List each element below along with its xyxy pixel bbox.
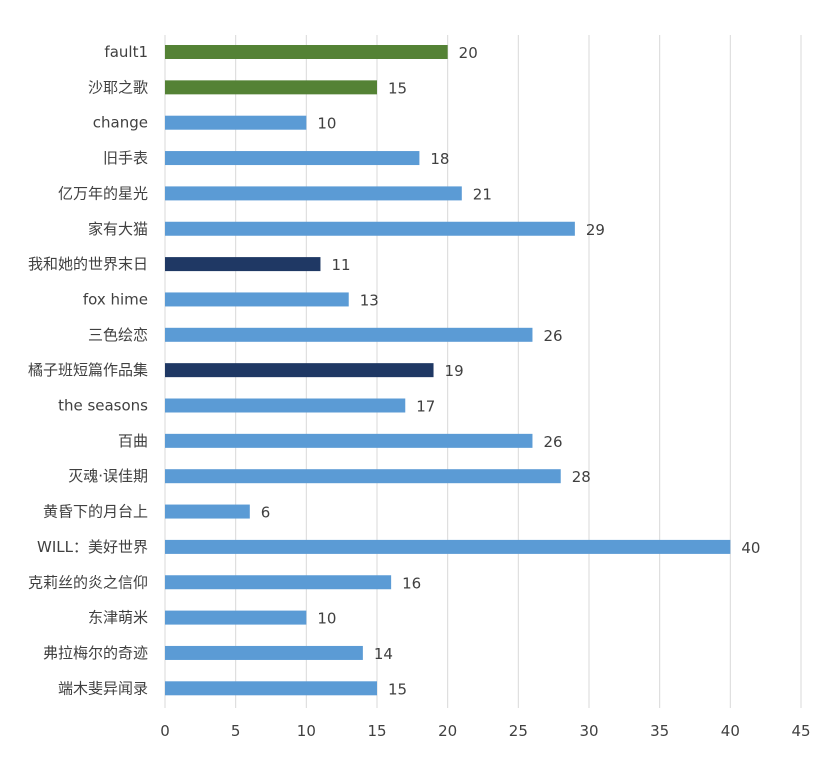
- category-label: 亿万年的星光: [58, 184, 148, 202]
- gridlines: [164, 35, 802, 708]
- x-tick-label: 25: [509, 722, 528, 740]
- data-label: 20: [459, 44, 478, 62]
- category-label: 沙耶之歌: [88, 78, 148, 96]
- bar: [165, 398, 406, 413]
- category-label: 百曲: [118, 432, 148, 450]
- bar: [165, 645, 363, 660]
- x-tick-label: 40: [721, 722, 740, 740]
- bar: [165, 363, 434, 378]
- data-label: 28: [572, 468, 591, 486]
- bar: [165, 257, 321, 272]
- bars: [165, 45, 731, 696]
- bar: [165, 80, 377, 95]
- x-tick-label: 0: [160, 722, 170, 740]
- bar: [165, 186, 462, 201]
- data-label: 10: [317, 610, 336, 628]
- bar: [165, 327, 533, 342]
- data-label: 21: [473, 185, 492, 203]
- category-label: 克莉丝的炎之信仰: [28, 573, 148, 591]
- bar: [165, 433, 533, 448]
- data-label: 10: [317, 115, 336, 133]
- bar: [165, 610, 307, 625]
- category-label: 橘子班短篇作品集: [28, 361, 148, 379]
- bar: [165, 115, 307, 130]
- category-label: WILL：美好世界: [37, 538, 148, 556]
- data-label: 29: [586, 221, 605, 239]
- bar: [165, 292, 349, 307]
- category-label: change: [93, 114, 148, 132]
- x-tick-label: 45: [791, 722, 810, 740]
- data-label: 17: [416, 398, 435, 416]
- x-axis-ticks: 0 5 10 15 20 25 30 35 40 45: [160, 722, 810, 740]
- x-tick-label: 35: [650, 722, 669, 740]
- category-label: 黄昏下的月台上: [43, 503, 148, 521]
- bar: [165, 221, 575, 236]
- x-tick-label: 30: [579, 722, 598, 740]
- bar: [165, 504, 250, 519]
- bar: [165, 469, 561, 484]
- data-label: 26: [543, 327, 562, 345]
- category-label: 弗拉梅尔的奇迹: [43, 644, 148, 662]
- category-label: fox hime: [83, 290, 148, 308]
- category-label: 三色绘恋: [88, 326, 148, 344]
- bar: [165, 575, 392, 590]
- category-label: fault1: [104, 43, 148, 61]
- data-label: 15: [388, 680, 407, 698]
- data-label: 19: [445, 362, 464, 380]
- data-label: 26: [543, 433, 562, 451]
- data-label: 13: [360, 291, 379, 309]
- x-tick-label: 20: [438, 722, 457, 740]
- category-label: 端木斐异闻录: [58, 679, 148, 697]
- x-tick-label: 5: [231, 722, 241, 740]
- category-label: 东津萌米: [88, 609, 148, 627]
- data-labels: 20 15 10 18 21 29 11 13 26 19 17 26 28 6 40 16 10 14 15: [261, 44, 761, 698]
- data-label: 18: [430, 150, 449, 168]
- bar: [165, 45, 448, 59]
- category-label: 我和她的世界末日: [28, 255, 148, 273]
- x-tick-label: 15: [367, 722, 386, 740]
- data-label: 14: [374, 645, 393, 663]
- data-label: 16: [402, 574, 421, 592]
- bar: [165, 539, 731, 554]
- category-label: 旧手表: [103, 149, 148, 167]
- category-label: the seasons: [58, 397, 148, 415]
- data-label: 40: [741, 539, 760, 557]
- data-label: 11: [331, 256, 350, 274]
- x-tick-label: 10: [297, 722, 316, 740]
- category-label: 灭魂·误佳期: [68, 467, 148, 485]
- bar: [165, 681, 377, 696]
- bar: [165, 151, 420, 166]
- category-label: 家有大猫: [88, 220, 148, 238]
- data-label: 15: [388, 79, 407, 97]
- data-label: 6: [261, 504, 271, 522]
